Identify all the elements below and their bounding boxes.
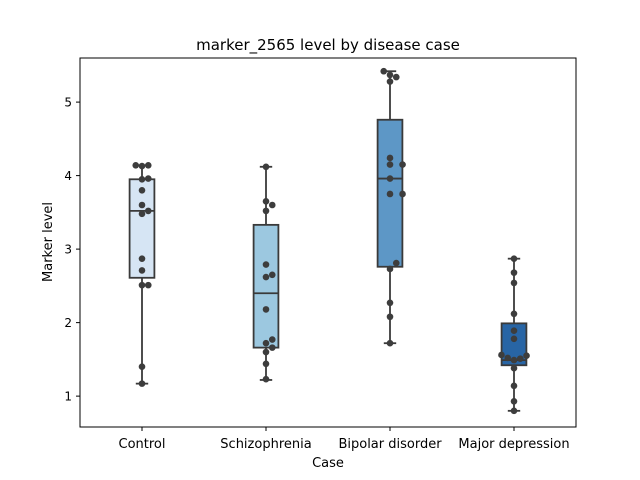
x-axis: Control Schizophrenia Bipolar disorder Majo… [119,427,570,452]
data-point [510,310,518,318]
data-point [262,339,270,347]
swarm-points-group [498,255,530,415]
data-point [262,163,270,171]
data-point [386,299,394,307]
box-body [252,223,280,349]
data-point [138,210,146,218]
data-point [380,67,388,75]
data-point [138,175,146,183]
data-point [510,364,518,372]
data-point [262,273,270,281]
y-tick-label: 2 [64,316,72,330]
chart-title: marker_2565 level by disease case [196,36,460,55]
data-point [386,339,394,347]
data-point [392,73,400,81]
data-point [138,267,146,274]
data-point [386,154,394,162]
data-point [523,352,530,359]
y-tick-label: 1 [64,390,72,404]
data-point [144,175,152,182]
data-point [386,71,394,79]
data-point [138,255,146,262]
data-point [268,336,276,343]
box-body [128,178,156,279]
data-point [510,382,518,390]
y-axis: 1 2 3 4 5 [64,96,80,404]
x-tick-label: Major depression [458,437,569,452]
data-point [144,281,152,289]
data-point [386,190,394,198]
data-point [510,279,518,287]
y-tick-label: 3 [64,243,72,257]
x-tick-label: Schizophrenia [220,437,311,452]
data-point [392,259,400,267]
data-point [138,162,146,170]
x-tick-label: Bipolar disorder [338,437,442,452]
data-point [268,271,276,279]
data-point [138,363,146,371]
data-point [262,375,270,383]
plot-content [128,67,530,415]
data-point [132,162,140,169]
swarm-points-group [262,163,276,383]
y-tick-label: 4 [64,169,72,183]
x-tick-label: Control [119,437,166,452]
data-point [386,161,394,168]
data-point [144,207,152,215]
data-point [262,261,270,268]
data-point [516,355,524,362]
data-point [399,190,406,198]
swarm-points-group [380,67,406,347]
data-point [138,187,146,194]
data-point [386,78,394,85]
data-point [399,161,406,168]
data-point [268,201,276,209]
data-point [510,397,518,405]
data-point [268,344,276,351]
data-point [386,175,394,182]
data-point [510,327,518,335]
data-point [262,360,270,368]
data-point [510,407,518,415]
data-point [386,313,394,321]
y-axis-label: Marker level [41,202,56,282]
data-point [138,201,146,209]
data-point [262,207,270,215]
box-group [252,165,280,381]
data-point [510,269,518,276]
data-point [386,265,394,273]
data-point [262,198,270,205]
data-point [510,335,518,343]
data-point [262,348,270,356]
data-point [504,354,512,362]
data-point [138,380,146,387]
x-axis-label: Case [312,456,344,471]
data-point [510,356,518,364]
plot-area-frame [79,57,577,428]
swarm-points-group [132,162,152,387]
data-point [262,306,270,313]
data-point [138,281,146,289]
data-point [498,351,505,359]
data-point [144,162,152,169]
data-point [510,255,518,262]
y-tick-label: 5 [64,96,72,110]
